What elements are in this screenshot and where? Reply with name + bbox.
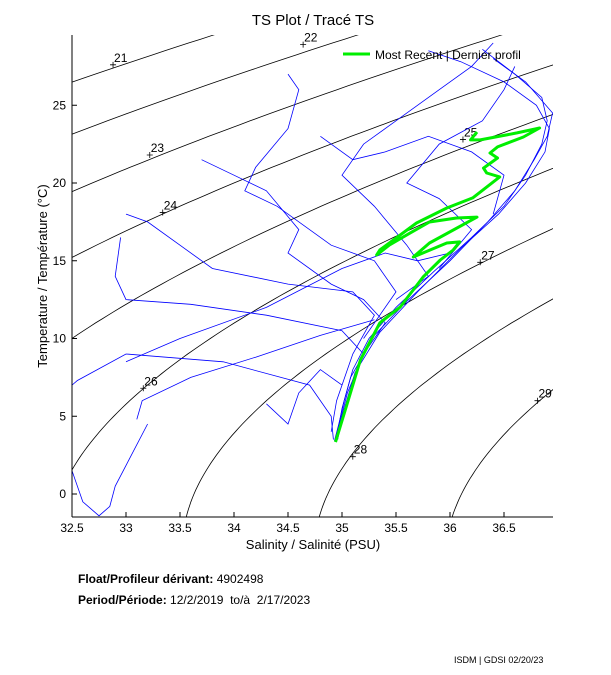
isopycnal-label: 24	[164, 199, 178, 213]
y-tick-label: 25	[53, 98, 67, 112]
isopycnal-marker	[159, 209, 166, 216]
isopycnal-label: 26	[144, 374, 158, 388]
isopycnal-26	[72, 167, 553, 471]
x-tick-label: 34	[227, 521, 241, 535]
isopycnal-marker	[140, 385, 147, 392]
profile-line	[201, 159, 386, 417]
y-tick-label: 10	[53, 332, 67, 346]
isopycnal-marker	[534, 397, 541, 404]
legend-label: Most Recent | Dernier profil	[375, 48, 521, 62]
isopycnal-marker	[110, 61, 117, 68]
profile-line	[320, 135, 505, 215]
x-tick-label: 33.5	[168, 521, 192, 535]
isopycnal-label: 21	[114, 51, 128, 65]
isopycnal-marker	[477, 259, 484, 266]
period-info: Period/Période: 12/2/2019 to/à 2/17/2023	[78, 593, 310, 607]
isopycnal-label: 23	[151, 141, 165, 155]
footer-credit: ISDM | GDSI 02/20/23	[454, 655, 544, 665]
isopycnal-marker	[300, 41, 307, 48]
x-tick-label: 34.5	[276, 521, 300, 535]
chart-title: TS Plot / Tracé TS	[252, 12, 374, 29]
isopycnal-label: 27	[481, 248, 495, 262]
profile-line	[125, 213, 375, 432]
period-value: 12/2/2019 to/à 2/17/2023	[170, 593, 311, 607]
x-tick-label: 36.5	[492, 521, 516, 535]
x-axis-label: Salinity / Salinité (PSU)	[246, 537, 380, 552]
profile-line	[136, 319, 375, 420]
isopycnal-label: 22	[304, 31, 318, 45]
isopycnal-25	[72, 113, 553, 339]
y-tick-label: 5	[59, 409, 66, 423]
y-tick-label: 20	[53, 176, 67, 190]
profile-line	[266, 369, 343, 425]
ts-plot: TS Plot / Tracé TS 21 22 23 24 25 26 27 28 29 32…	[35, 12, 553, 552]
y-tick-label: 15	[53, 254, 67, 268]
x-tick-label: 33	[119, 521, 133, 535]
profile-line	[336, 58, 553, 439]
isopycnal-24	[72, 64, 553, 258]
y-axis-label: Temperature / Température (°C)	[35, 184, 50, 367]
y-tick-label: 0	[59, 487, 66, 501]
profile-line	[72, 423, 148, 517]
x-tick-label: 35.5	[384, 521, 408, 535]
float-value: 4902498	[216, 572, 264, 586]
isopycnal-lines	[72, 35, 553, 517]
recent-profile	[334, 126, 542, 443]
isopycnal-label: 28	[354, 443, 368, 457]
x-tick-label: 36	[443, 521, 457, 535]
axes	[71, 35, 553, 518]
profile-line	[125, 252, 451, 363]
isopycnal-marker	[349, 453, 356, 460]
recent-profile-line	[334, 126, 542, 443]
isopycnal-21	[72, 35, 215, 83]
period-label: Period/Période:	[78, 593, 167, 607]
x-tick-label: 35	[335, 521, 349, 535]
float-info: Float/Profileur dérivant: 4902498	[78, 572, 263, 586]
isopycnal-29	[451, 389, 553, 517]
y-ticks: 0 5 10 15 20 25	[53, 98, 77, 501]
x-ticks: 32.5 33 33.5 34 34.5 35 35.5 36 36.5	[60, 512, 516, 535]
isopycnal-23	[72, 35, 503, 193]
profiles	[72, 42, 553, 517]
legend: Most Recent | Dernier profil	[343, 48, 521, 62]
isopycnal-28	[318, 298, 553, 517]
isopycnal-marker	[459, 136, 466, 143]
isopycnal-22	[72, 35, 359, 135]
x-tick-label: 32.5	[60, 521, 84, 535]
isopycnal-27	[185, 228, 553, 517]
profile-line	[72, 353, 334, 440]
profile-line	[114, 237, 365, 435]
isopycnal-marker	[146, 152, 153, 159]
isopycnal-label: 29	[538, 387, 552, 401]
profile-line	[244, 73, 397, 339]
float-label: Float/Profileur dérivant:	[78, 572, 214, 586]
